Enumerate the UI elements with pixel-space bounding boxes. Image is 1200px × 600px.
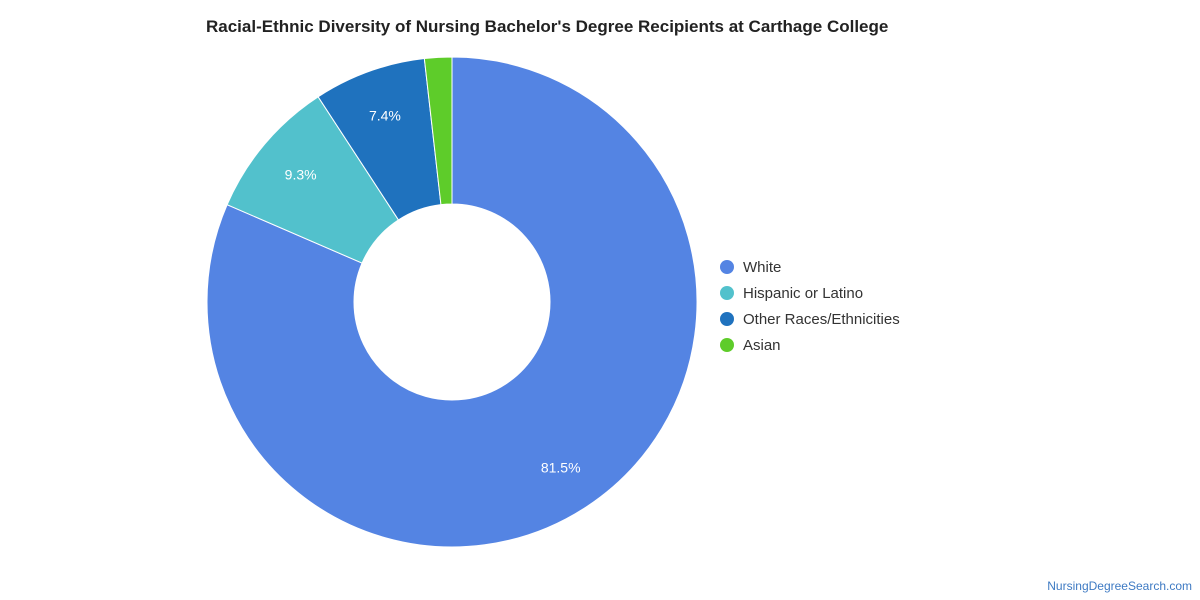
legend-label-white: White xyxy=(743,258,782,276)
slice-white xyxy=(206,56,698,548)
slice-asian xyxy=(423,56,453,206)
legend-label-asian: Asian xyxy=(743,336,781,354)
legend-label-other-races-ethnicities: Other Races/Ethnicities xyxy=(743,310,900,328)
legend-swatch-other-races-ethnicities xyxy=(720,312,734,326)
legend-item-asian[interactable]: Asian xyxy=(720,332,900,358)
legend-item-hispanic-or-latino[interactable]: Hispanic or Latino xyxy=(720,280,900,306)
legend-swatch-white xyxy=(720,260,734,274)
legend-swatch-asian xyxy=(720,338,734,352)
slice-label-other-races-ethnicities: 7.4% xyxy=(369,108,401,124)
legend-item-other-races-ethnicities[interactable]: Other Races/Ethnicities xyxy=(720,306,900,332)
slice-label-white: 81.5% xyxy=(541,459,581,475)
slice-labels: 81.5% 9.3% 7.4% xyxy=(285,108,581,476)
legend-swatch-hispanic-or-latino xyxy=(720,286,734,300)
legend-label-hispanic-or-latino: Hispanic or Latino xyxy=(743,284,864,302)
watermark: NursingDegreeSearch.com xyxy=(1047,579,1192,593)
donut-slices xyxy=(206,56,698,548)
chart-title: Racial-Ethnic Diversity of Nursing Bache… xyxy=(206,17,889,36)
chart-legend: White Hispanic or Latino Other Races/Ethni… xyxy=(720,254,900,358)
legend-item-white[interactable]: White xyxy=(720,254,900,280)
slice-label-hispanic-or-latino: 9.3% xyxy=(285,166,317,182)
